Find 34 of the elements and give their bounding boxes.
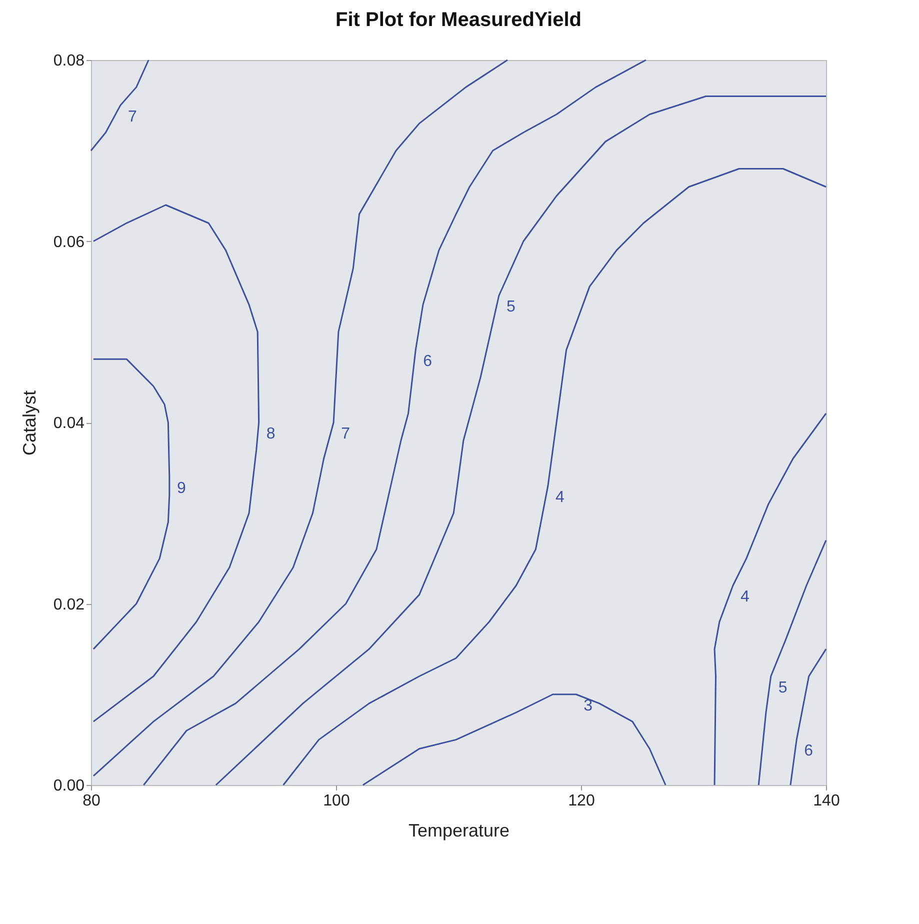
line-series: [282, 168, 827, 786]
series-label: 9: [176, 480, 186, 497]
line-series: [790, 648, 827, 786]
line-series: [362, 694, 666, 786]
series-label: 4: [555, 488, 564, 506]
series-label: 6: [423, 353, 432, 370]
x-tick-label: 100: [323, 792, 350, 810]
line-series: [714, 412, 827, 786]
x-tick-label: 140: [813, 792, 840, 810]
line-series: [92, 204, 260, 722]
series-label: 3: [584, 697, 593, 714]
y-tick-label: 0.04: [53, 415, 85, 432]
x-tick-label: 120: [568, 792, 595, 810]
series-label: 4: [740, 588, 750, 606]
x-axis-title: Temperature: [408, 820, 510, 840]
series-label: 6: [804, 742, 814, 760]
line-series: [92, 59, 508, 777]
line-series: [215, 96, 827, 786]
line-series: [92, 358, 170, 650]
line-series: [758, 540, 827, 786]
y-tick-label: 0.00: [53, 778, 85, 794]
series-label: 7: [128, 108, 137, 126]
y-tick-label: 0.06: [53, 234, 85, 251]
y-tick-label: 0.08: [53, 52, 85, 70]
series-label: 7: [341, 426, 350, 442]
chart-title: Fit Plot for MeasuredYield: [336, 9, 582, 31]
y-axis-title: Catalyst: [19, 390, 40, 456]
y-tick-label: 0.02: [53, 596, 85, 614]
series-label: 8: [266, 426, 276, 442]
line-series: [90, 59, 150, 152]
line-series: [142, 59, 647, 786]
series-label: 5: [506, 298, 516, 316]
x-tick-label: 80: [82, 792, 100, 810]
series-label: 5: [778, 679, 788, 696]
